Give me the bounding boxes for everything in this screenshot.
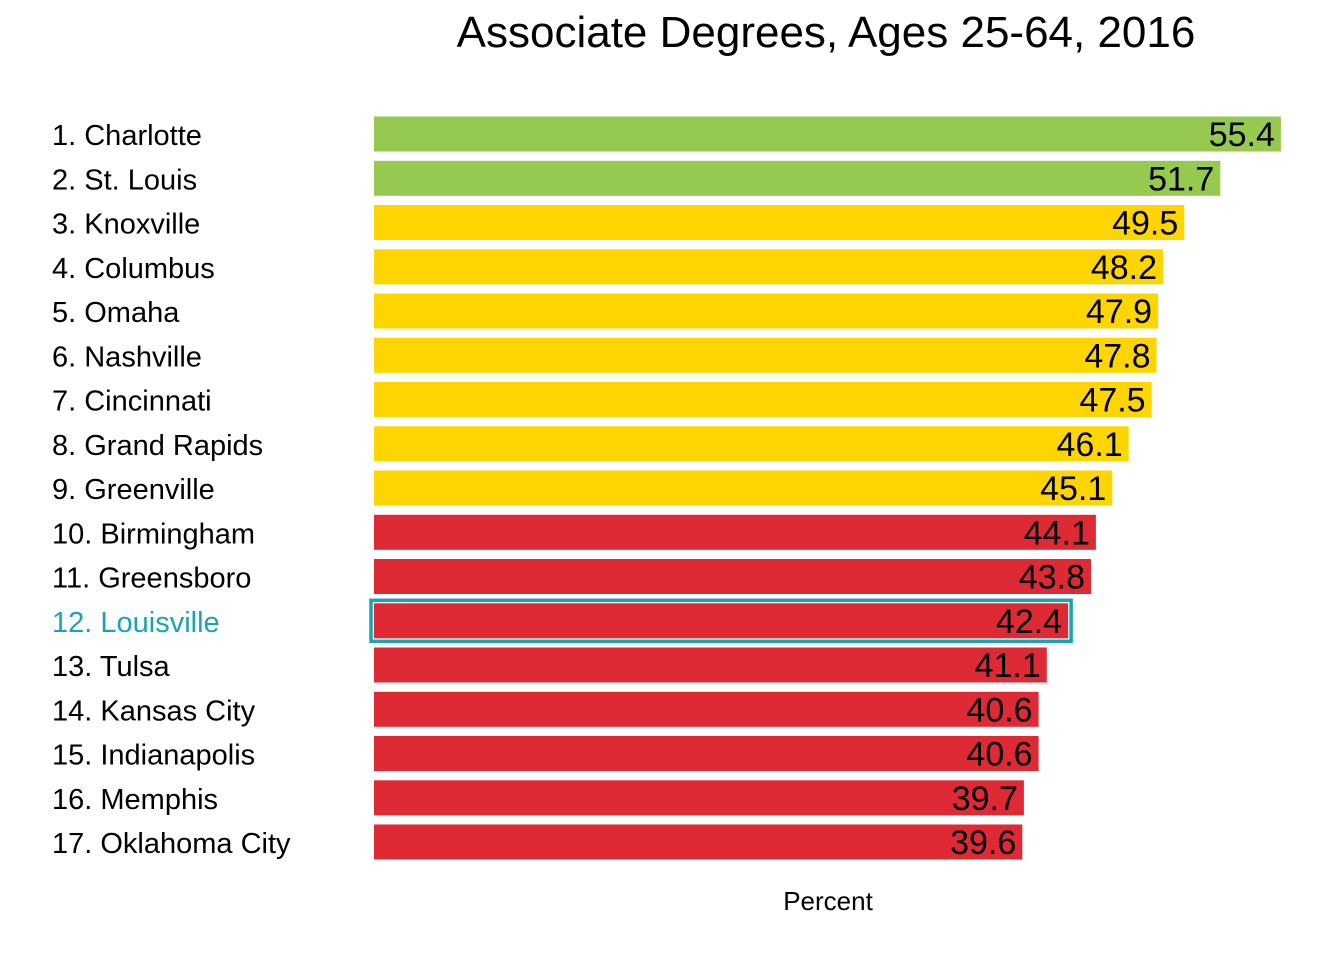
category-label: 1. Charlotte [52, 120, 202, 152]
bar [374, 426, 1129, 462]
bar [374, 337, 1157, 373]
category-label: 16. Memphis [52, 784, 218, 816]
category-label: 8. Grand Rapids [52, 430, 263, 462]
bar [374, 293, 1159, 329]
value-label: 41.1 [975, 647, 1041, 685]
category-label: 11. Greensboro [52, 563, 251, 595]
value-label: 45.1 [1040, 470, 1106, 508]
value-label: 55.4 [1209, 116, 1275, 154]
category-label: 6. Nashville [52, 341, 202, 373]
category-label: 7. Cincinnati [52, 386, 212, 418]
category-label: 15. Indianapolis [52, 740, 255, 772]
category-label: 12. Louisville [52, 607, 220, 639]
category-label: 9. Greenville [52, 474, 215, 506]
chart-title: Associate Degrees, Ages 25-64, 2016 [456, 8, 1196, 57]
category-label: 13. Tulsa [52, 651, 171, 683]
value-label: 46.1 [1057, 426, 1123, 464]
value-label: 39.7 [952, 780, 1018, 818]
value-label: 40.6 [966, 691, 1032, 729]
category-label: 14. Kansas City [52, 695, 256, 727]
bar [374, 780, 1024, 816]
value-label: 39.6 [950, 824, 1016, 862]
bar [374, 736, 1039, 771]
category-label: 17. Oklahoma City [52, 828, 291, 860]
bar [374, 647, 1047, 683]
category-label: 5. Omaha [52, 297, 180, 329]
bar [374, 514, 1096, 550]
bar [374, 691, 1039, 727]
value-label: 47.5 [1079, 382, 1145, 420]
bar [374, 116, 1281, 152]
value-label: 47.9 [1086, 293, 1152, 331]
bar [374, 249, 1163, 285]
value-label: 48.2 [1091, 249, 1157, 287]
bar [374, 160, 1221, 196]
bar [374, 603, 1069, 639]
highlight-outline [369, 598, 1073, 644]
value-label: 42.4 [996, 603, 1062, 641]
x-axis-label: Percent [783, 886, 873, 916]
value-label: 40.6 [966, 736, 1032, 774]
value-label: 49.5 [1112, 205, 1178, 243]
value-label: 51.7 [1148, 160, 1214, 198]
value-label: 47.8 [1084, 337, 1150, 375]
bar [374, 824, 1023, 860]
bar [374, 382, 1152, 417]
bar [374, 470, 1113, 506]
category-label: 4. Columbus [52, 253, 215, 285]
bar [374, 205, 1185, 240]
category-label: 10. Birmingham [52, 518, 255, 550]
bar [374, 559, 1091, 594]
category-label: 2. St. Louis [52, 164, 197, 196]
value-label: 43.8 [1019, 559, 1085, 597]
category-label: 3. Knoxville [52, 209, 200, 241]
value-label: 44.1 [1024, 514, 1090, 552]
